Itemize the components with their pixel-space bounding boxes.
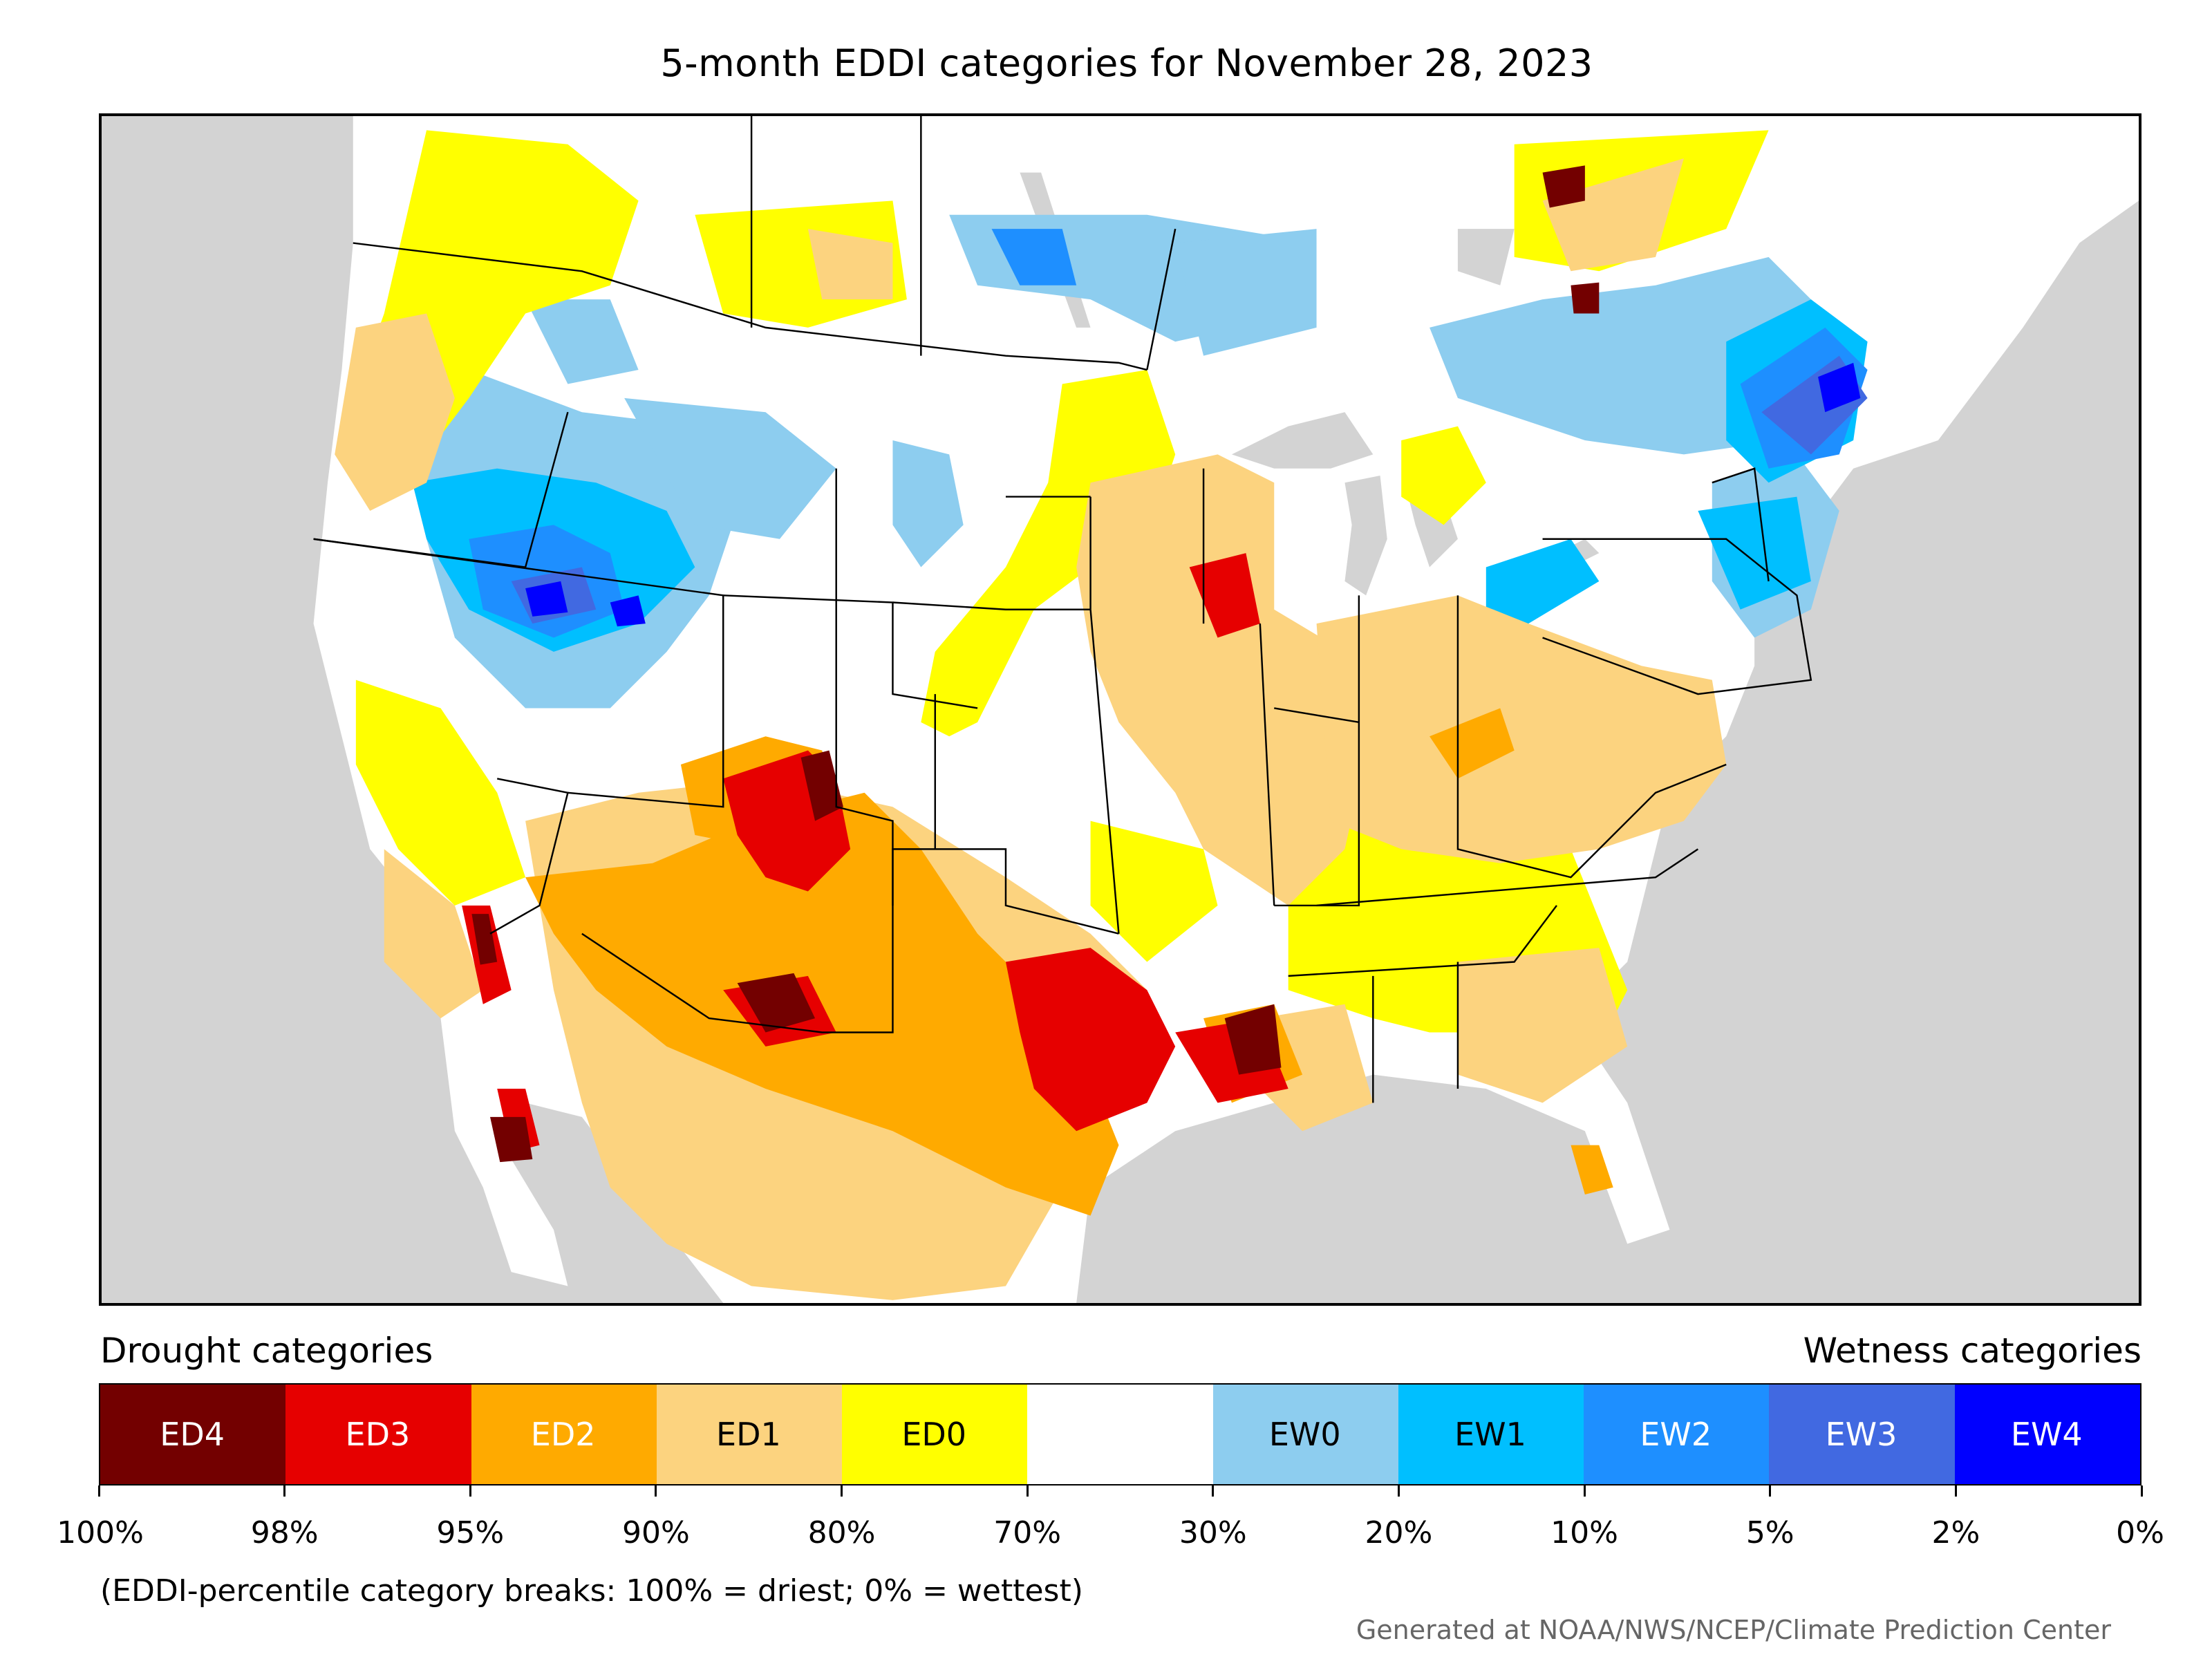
legend-tick-label: 30% bbox=[1179, 1515, 1247, 1550]
legend-tick-label: 80% bbox=[807, 1515, 876, 1550]
legend-tick-label: 98% bbox=[250, 1515, 319, 1550]
legend-ticks bbox=[97, 1485, 2143, 1513]
ew4-regions bbox=[525, 362, 1861, 627]
legend-tick bbox=[1769, 1485, 1772, 1497]
credit-line: Generated at NOAA/NWS/NCEP/Climate Predi… bbox=[1356, 1615, 2111, 1645]
boundary-lines bbox=[313, 116, 1812, 1103]
map-title: 5-month EDDI categories for November 28,… bbox=[660, 41, 1593, 85]
legend-segment: EW0 bbox=[1212, 1385, 1398, 1484]
map-canvas bbox=[313, 116, 2139, 1303]
ed4-regions bbox=[471, 165, 1600, 1163]
legend-tick-label: 20% bbox=[1365, 1515, 1433, 1550]
legend-tick-label: 90% bbox=[622, 1515, 690, 1550]
drought-heading: Drought categories bbox=[100, 1331, 433, 1371]
legend-tick-label: 2% bbox=[1931, 1515, 1980, 1550]
legend-segment: EW3 bbox=[1769, 1385, 1955, 1484]
legend-tick-label: 5% bbox=[1745, 1515, 1794, 1550]
legend-tick bbox=[1583, 1485, 1586, 1497]
legend-segment: EW4 bbox=[1954, 1385, 2140, 1484]
legend-tick bbox=[1212, 1485, 1215, 1497]
legend-tick bbox=[97, 1485, 100, 1497]
legend-segment: ED1 bbox=[656, 1385, 843, 1484]
legend-tick bbox=[1954, 1485, 1957, 1497]
legend-segment: ED2 bbox=[471, 1385, 657, 1484]
category-note: (EDDI-percentile category breaks: 100% =… bbox=[100, 1573, 1083, 1609]
legend-segment: EW1 bbox=[1398, 1385, 1584, 1484]
legend-tick bbox=[283, 1485, 286, 1497]
legend-tick-label: 0% bbox=[2116, 1515, 2164, 1550]
legend-segment: ED0 bbox=[842, 1385, 1028, 1484]
legend-segment: EW2 bbox=[1584, 1385, 1770, 1484]
legend-tick-label: 100% bbox=[57, 1515, 144, 1550]
legend-tick bbox=[841, 1485, 843, 1497]
legend-tick bbox=[1026, 1485, 1029, 1497]
wetness-heading: Wetness categories bbox=[1803, 1331, 2141, 1371]
legend-segment bbox=[1027, 1385, 1213, 1484]
legend-tick-label: 10% bbox=[1550, 1515, 1618, 1550]
legend-tick bbox=[469, 1485, 471, 1497]
eddi-map bbox=[99, 113, 2141, 1306]
legend-segment: ED3 bbox=[285, 1385, 471, 1484]
legend-tick bbox=[2140, 1485, 2143, 1497]
legend-tick-label: 70% bbox=[993, 1515, 1062, 1550]
legend-tick bbox=[655, 1485, 657, 1497]
legend-tick-label: 95% bbox=[436, 1515, 505, 1550]
legend-segment: ED4 bbox=[100, 1385, 286, 1484]
legend-tick bbox=[1397, 1485, 1400, 1497]
legend-colorbar: ED4 ED3 ED2 ED1 ED0 EW0 EW1 EW2 EW3 EW4 bbox=[99, 1383, 2141, 1485]
